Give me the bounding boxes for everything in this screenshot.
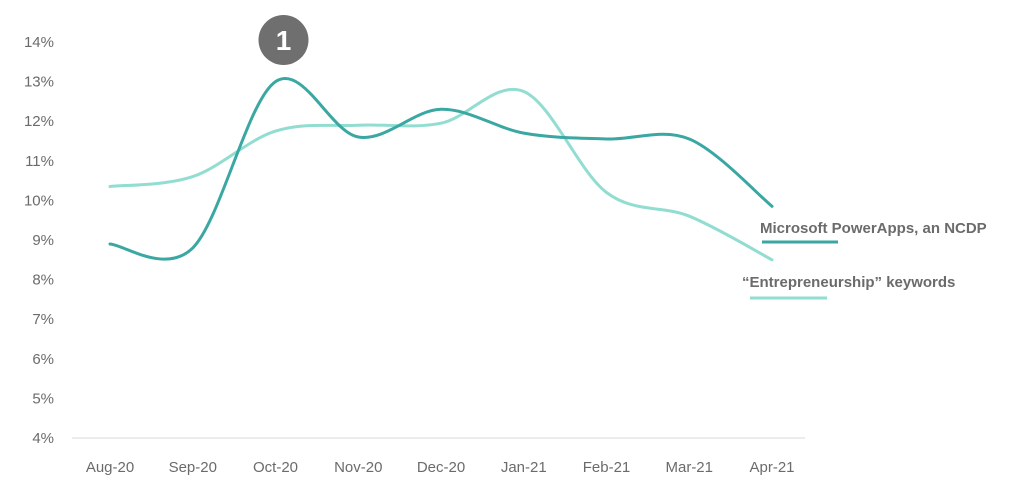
y-tick-label: 14%	[24, 34, 54, 51]
annotation-layer: 1	[258, 15, 309, 65]
y-tick-label: 6%	[32, 351, 54, 368]
y-tick-label: 11%	[25, 153, 54, 170]
x-tick-label: Nov-20	[334, 459, 382, 476]
y-tick-label: 4%	[32, 430, 54, 447]
y-tick-label: 9%	[32, 232, 54, 249]
x-tick-label: Jan-21	[501, 459, 547, 476]
annotation-badge	[258, 15, 309, 65]
y-tick-label: 12%	[24, 113, 54, 130]
y-axis: 4% 5% 6% 7% 8% 9% 10% 11% 12% 13% 14%	[24, 34, 54, 447]
x-tick-label: Feb-21	[583, 459, 631, 476]
x-tick-label: Aug-20	[86, 459, 134, 476]
y-tick-label: 10%	[24, 192, 54, 209]
y-tick-label: 8%	[32, 272, 54, 289]
x-tick-label: Dec-20	[417, 459, 465, 476]
series-layer	[108, 77, 774, 262]
legend-label-1: “Entrepreneurship” keywords	[742, 274, 955, 291]
x-tick-label: Apr-21	[749, 459, 794, 476]
y-tick-label: 5%	[32, 390, 54, 407]
y-tick-label: 13%	[24, 74, 54, 91]
x-tick-label: Sep-20	[169, 459, 217, 476]
series-line-1	[108, 88, 774, 262]
legend-label-0: Microsoft PowerApps, an NCDP	[760, 220, 987, 237]
x-tick-label: Mar-21	[665, 459, 713, 476]
series-line-0	[108, 77, 774, 261]
y-tick-label: 7%	[32, 311, 54, 328]
annotation-badge-label: 1	[276, 25, 292, 56]
x-tick-label: Oct-20	[253, 459, 298, 476]
x-axis: Aug-20 Sep-20 Oct-20 Nov-20 Dec-20 Jan-21 Feb-…	[86, 459, 795, 476]
legend: Microsoft PowerApps, an NCDP “Entrepreneu…	[742, 220, 987, 300]
